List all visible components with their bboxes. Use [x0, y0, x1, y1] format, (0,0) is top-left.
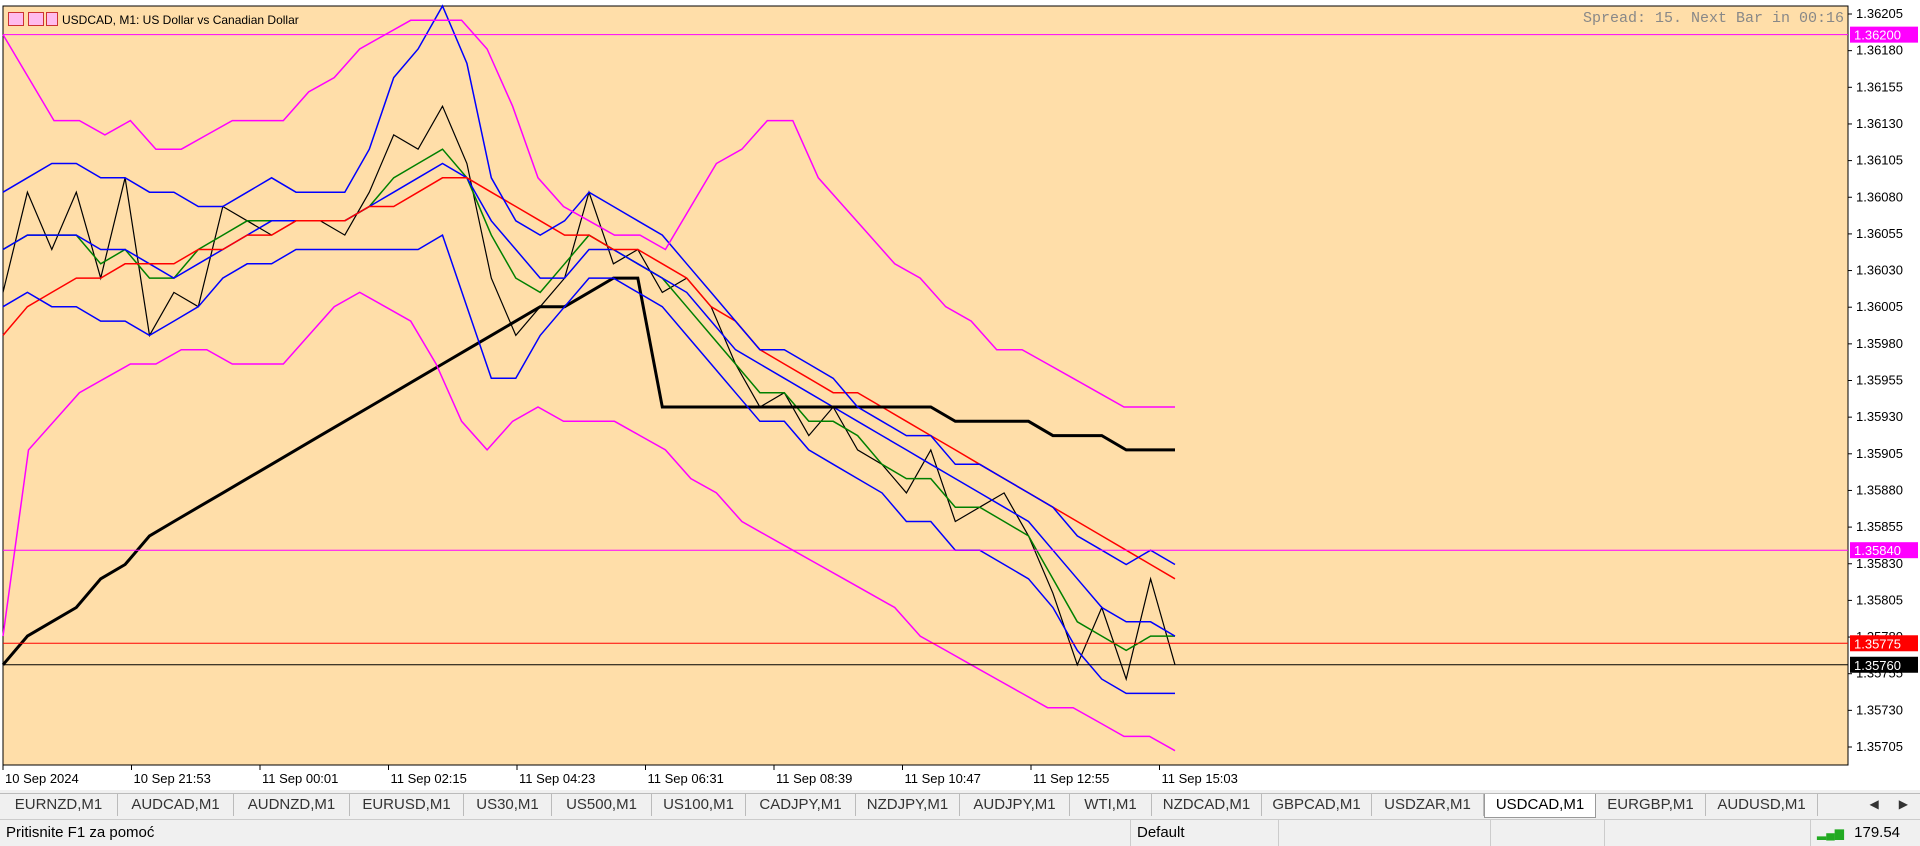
y-tick-label: 1.36105: [1856, 153, 1903, 168]
x-tick-label: 11 Sep 15:03: [1162, 771, 1238, 786]
x-tick-label: 11 Sep 04:23: [519, 771, 595, 786]
y-tick-label: 1.35980: [1856, 336, 1903, 351]
series-band-outer-upper: [2, 19, 1175, 408]
tab-cadjpy-m1[interactable]: CADJPY,M1: [746, 794, 856, 816]
tab-usdzar-m1[interactable]: USDZAR,M1: [1372, 794, 1484, 816]
chart-menu-icon[interactable]: [8, 12, 24, 26]
tab-eurusd-m1[interactable]: EURUSD,M1: [350, 794, 464, 816]
tab-scroll-right-icon[interactable]: ▶: [1898, 797, 1908, 811]
tab-audnzd-m1[interactable]: AUDNZD,M1: [234, 794, 350, 816]
y-tick-label: 1.36205: [1856, 6, 1903, 21]
tab-usdcad-m1[interactable]: USDCAD,M1: [1484, 794, 1596, 818]
y-tick-label: 1.36080: [1856, 189, 1903, 204]
price-marker-label: 1.35775: [1854, 636, 1901, 651]
price-marker-label: 1.35840: [1854, 543, 1901, 558]
x-tick-label: 11 Sep 02:15: [391, 771, 467, 786]
tab-scroll-left-icon[interactable]: ◀: [1869, 797, 1879, 811]
tab-wti-m1[interactable]: WTI,M1: [1070, 794, 1152, 816]
chart-window-icon[interactable]: [28, 12, 44, 26]
series-ma-long: [1, 276, 1175, 666]
y-tick-label: 1.36055: [1856, 226, 1903, 241]
tab-audusd-m1[interactable]: AUDUSD,M1: [1706, 794, 1818, 816]
tab-audjpy-m1[interactable]: AUDJPY,M1: [960, 794, 1070, 816]
series-ma-mid: [2, 162, 1176, 637]
status-blank-3: [1604, 820, 1720, 846]
x-tick-label: 11 Sep 06:31: [648, 771, 724, 786]
tab-nzdcad-m1[interactable]: NZDCAD,M1: [1152, 794, 1262, 816]
y-tick-label: 1.35880: [1856, 482, 1903, 497]
x-tick-label: 11 Sep 08:39: [776, 771, 852, 786]
x-tick-label: 10 Sep 21:53: [134, 771, 211, 786]
tab-us100-m1[interactable]: US100,M1: [652, 794, 746, 816]
y-tick-label: 1.36155: [1856, 79, 1903, 94]
x-tick-label: 11 Sep 10:47: [905, 771, 981, 786]
status-bar: Pritisnite F1 za pomoć Default ▂▄▆ 179.5…: [0, 819, 1920, 846]
spread-info: Spread: 15. Next Bar in 00:16: [1582, 10, 1844, 27]
status-blank-2: [1490, 820, 1604, 846]
chart-type-icon[interactable]: [46, 12, 58, 26]
y-tick-label: 1.35830: [1856, 556, 1903, 571]
y-tick-label: 1.35805: [1856, 592, 1903, 607]
y-tick-label: 1.36130: [1856, 116, 1903, 131]
series-band-inner-upper: [2, 4, 1176, 566]
tab-nzdjpy-m1[interactable]: NZDJPY,M1: [856, 794, 960, 816]
y-tick-label: 1.35705: [1856, 739, 1903, 754]
x-tick-label: 10 Sep 2024: [5, 771, 79, 786]
price-marker: [1850, 656, 1918, 673]
status-help: Pritisnite F1 za pomoć: [6, 824, 155, 841]
y-tick-label: 1.35955: [1856, 373, 1903, 388]
price-chart[interactable]: 1.36205 1.36180 1.36155 1.36130 1.36105 1.360…: [0, 0, 1920, 790]
y-tick-label: 1.35905: [1856, 446, 1903, 461]
price-marker: [1850, 26, 1918, 43]
y-tick-label: 1.35730: [1856, 702, 1903, 717]
tab-us30-m1[interactable]: US30,M1: [464, 794, 552, 816]
tab-gbpcad-m1[interactable]: GBPCAD,M1: [1262, 794, 1372, 816]
chart-window[interactable]: 1.36205 1.36180 1.36155 1.36130 1.36105 1.360…: [0, 0, 1920, 790]
tab-us500-m1[interactable]: US500,M1: [552, 794, 652, 816]
status-connection: ▂▄▆ 179.54: [1810, 820, 1920, 846]
x-tick-label: 11 Sep 12:55: [1033, 771, 1109, 786]
series-band-outer-lower: [2, 291, 1176, 752]
status-profile: Default: [1130, 820, 1278, 846]
price-marker-label: 1.35760: [1854, 658, 1901, 673]
y-tick-label: 1.35855: [1856, 519, 1903, 534]
x-tick-label: 11 Sep 00:01: [262, 771, 338, 786]
y-tick-label: 1.35930: [1856, 409, 1903, 424]
chart-title: USDCAD, M1: US Dollar vs Canadian Dollar: [62, 13, 299, 27]
tab-scroll-arrows: ◀ ▶: [1850, 797, 1908, 811]
connection-speed: 179.54: [1854, 824, 1901, 841]
price-marker: [1850, 635, 1918, 652]
tab-eurnzd-m1[interactable]: EURNZD,M1: [0, 794, 118, 816]
y-tick-label: 1.36180: [1856, 43, 1903, 58]
price-marker-label: 1.36200: [1854, 28, 1901, 43]
tab-eurgbp-m1[interactable]: EURGBP,M1: [1596, 794, 1706, 816]
y-tick-label: 1.36030: [1856, 263, 1903, 278]
tab-audcad-m1[interactable]: AUDCAD,M1: [118, 794, 234, 816]
y-tick-label: 1.36005: [1856, 299, 1903, 314]
price-marker: [1850, 542, 1918, 559]
signal-bars-icon: ▂▄▆: [1817, 826, 1844, 840]
status-blank-1: [1278, 820, 1490, 846]
chart-tabs: EURNZD,M1 AUDCAD,M1 AUDNZD,M1 EURUSD,M1 US30…: [0, 793, 1920, 818]
